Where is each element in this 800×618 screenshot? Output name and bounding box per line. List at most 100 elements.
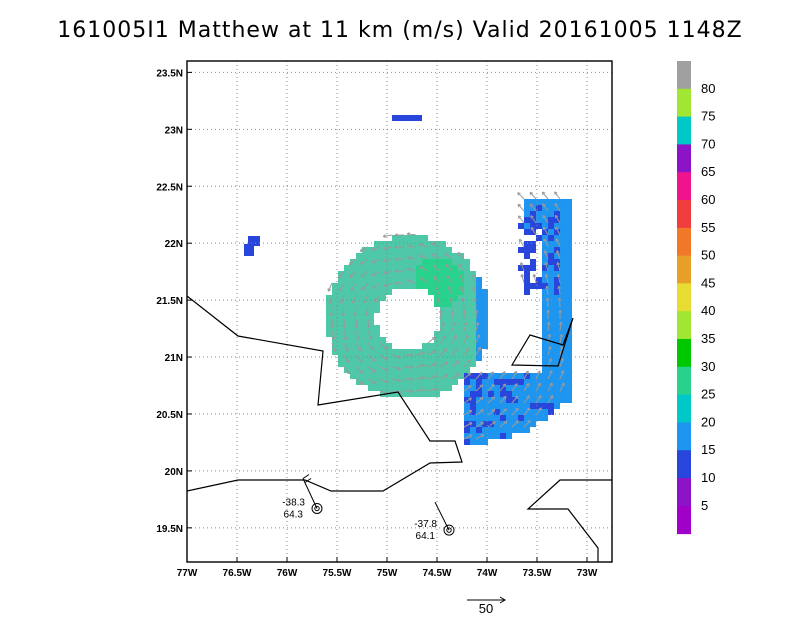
wind-speed-cell xyxy=(446,373,452,379)
coastline-cuba xyxy=(187,295,463,492)
wind-speed-cell xyxy=(368,349,374,355)
wind-vector xyxy=(458,263,465,272)
wind-vector xyxy=(523,395,530,404)
wind-vector-head xyxy=(537,370,541,374)
colorbar-segment xyxy=(677,88,691,118)
wind-speed-cell xyxy=(566,259,572,265)
wind-speed-cell xyxy=(560,283,566,289)
wind-speed-cell xyxy=(560,307,566,313)
wind-speed-cell xyxy=(452,313,458,319)
wind-speed-cell xyxy=(548,247,554,253)
wind-vector xyxy=(407,233,417,236)
wind-vector xyxy=(474,298,477,308)
colorbar-segment xyxy=(677,394,691,423)
wind-vector-head xyxy=(373,369,376,373)
wind-vector xyxy=(547,382,553,392)
wind-speed-cell xyxy=(482,397,488,403)
lat-label: 20N xyxy=(165,467,183,478)
wind-vector xyxy=(543,226,549,236)
wind-vector-head xyxy=(475,321,479,325)
wind-vector xyxy=(543,238,549,248)
wind-vector xyxy=(542,215,549,224)
wind-speed-cell xyxy=(332,289,338,295)
wind-vector-head xyxy=(398,378,402,382)
colorbar-label: 20 xyxy=(701,414,715,429)
wind-speed-cell xyxy=(524,379,530,385)
wind-speed-cell xyxy=(386,253,392,259)
wind-speed-cell xyxy=(560,331,566,337)
wind-speed-cell xyxy=(332,331,338,337)
wind-speed-cell xyxy=(386,283,392,289)
wind-vector-head xyxy=(348,370,351,374)
wind-speed-cell xyxy=(458,265,464,271)
wind-speed-cell xyxy=(494,415,500,421)
wind-speed-cell xyxy=(524,403,530,409)
wind-speed-cell xyxy=(440,307,446,313)
wind-speed-cell xyxy=(566,271,572,277)
wind-speed-cell xyxy=(512,403,518,409)
wind-speed-cell xyxy=(422,265,428,271)
wind-speed-cell xyxy=(416,277,422,283)
wind-speed-cell xyxy=(476,277,482,283)
wind-vector xyxy=(331,330,335,340)
wind-vector xyxy=(435,286,441,296)
wind-speed-cell xyxy=(500,373,506,379)
wind-speed-cell xyxy=(548,199,554,205)
wind-speed-cell xyxy=(416,379,422,385)
wind-speed-cell xyxy=(344,355,350,361)
wind-speed-cell xyxy=(428,253,434,259)
wind-speed-cell xyxy=(326,307,332,313)
wind-speed-cell xyxy=(542,211,548,217)
wind-vector-head xyxy=(547,345,551,349)
wind-speed-cell xyxy=(386,361,392,367)
wind-speed-cell xyxy=(422,235,428,241)
wind-speed-cell xyxy=(566,397,572,403)
wind-vector-head xyxy=(466,359,471,362)
wind-speed-cell xyxy=(338,295,344,301)
wind-speed-cell xyxy=(386,349,392,355)
wind-barb-shaft xyxy=(434,501,450,531)
wind-speed-cell xyxy=(470,433,476,439)
wind-vector xyxy=(407,245,417,248)
wind-speed-cell xyxy=(470,427,476,433)
wind-speed-cell xyxy=(530,397,536,403)
wind-vector xyxy=(475,322,479,332)
wind-speed-cell xyxy=(554,235,560,241)
wind-vector-head xyxy=(477,346,481,350)
wind-speed-cell xyxy=(356,313,362,319)
wind-speed-cell xyxy=(392,235,398,241)
wind-speed-cell xyxy=(560,319,566,325)
wind-vector-head xyxy=(410,377,414,380)
wind-vector xyxy=(511,408,519,416)
wind-speed-cell xyxy=(488,427,494,433)
wind-vector xyxy=(372,282,381,289)
wind-speed-cell xyxy=(524,205,530,211)
wind-vector-head xyxy=(462,309,466,313)
wind-speed-cell xyxy=(338,361,344,367)
wind-speed-cell xyxy=(428,277,434,283)
wind-speed-cell xyxy=(404,253,410,259)
wind-speed-cell xyxy=(452,325,458,331)
wind-speed-cell xyxy=(560,223,566,229)
station-label-top: -38.3 xyxy=(282,497,305,508)
wind-speed-cell xyxy=(422,367,428,373)
wind-speed-cell xyxy=(410,259,416,265)
wind-vector-head xyxy=(502,371,506,374)
wind-speed-cell xyxy=(344,301,350,307)
wind-vector-head xyxy=(479,384,483,387)
wind-speed-cell xyxy=(464,331,470,337)
wind-speed-cell xyxy=(332,337,338,343)
wind-speed-cell xyxy=(422,379,428,385)
wind-speed-cell xyxy=(440,331,446,337)
wind-speed-cell xyxy=(422,259,428,265)
wind-vector-head xyxy=(517,192,520,196)
wind-vector xyxy=(343,330,347,340)
colorbar-label: 30 xyxy=(701,359,715,374)
wind-speed-cell xyxy=(458,295,464,301)
wind-vector xyxy=(471,274,477,284)
wind-speed-cell xyxy=(566,223,572,229)
station-marker-outer xyxy=(311,502,323,514)
wind-speed-cell xyxy=(530,421,536,427)
wind-vector xyxy=(355,378,364,385)
wind-speed-cell xyxy=(446,283,452,289)
